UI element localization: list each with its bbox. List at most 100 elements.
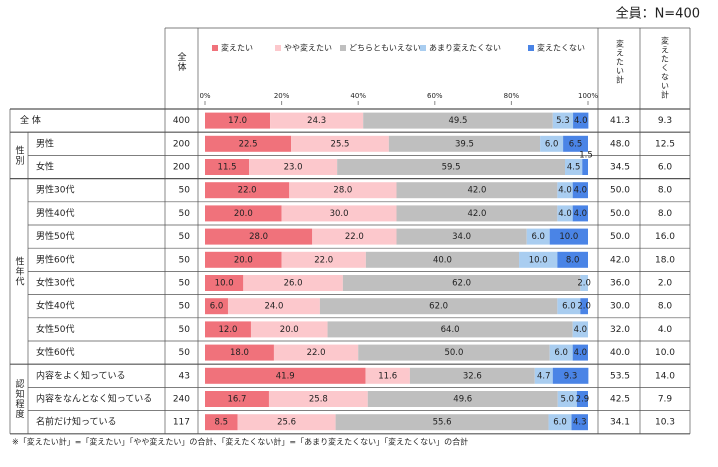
total-value: 10.3 <box>655 418 675 428</box>
bar-value-label: 49.6 <box>453 395 472 405</box>
bar-value-label: 9.3 <box>564 371 578 381</box>
bar-value-label: 32.6 <box>463 371 482 381</box>
bar-segment <box>319 298 558 315</box>
bar-value-label: 6.0 <box>210 302 224 312</box>
n-value: 50 <box>179 209 191 219</box>
bar-value-label: 6.0 <box>562 302 576 312</box>
bar-segment <box>388 135 541 152</box>
bar-value-label: 2.0 <box>577 302 591 312</box>
bar-segment <box>337 159 566 175</box>
bar-segment <box>270 112 364 129</box>
total-header: 変えたい計 <box>616 39 625 85</box>
group-label: 認知程度 <box>14 378 25 419</box>
bar-segment <box>571 414 588 431</box>
bar-segment <box>572 182 588 199</box>
bar-value-label: 62.0 <box>429 302 448 312</box>
bar-value-label: 25.5 <box>331 139 350 149</box>
bar-value-label: 28.0 <box>249 232 268 242</box>
n-value: 240 <box>173 395 190 405</box>
total-value: 10.0 <box>655 348 675 358</box>
total-value: 53.5 <box>610 371 630 381</box>
row-label: 女性30代 <box>36 277 74 289</box>
total-value: 40.0 <box>610 348 630 358</box>
bar-value-label: 4.0 <box>574 348 588 358</box>
bar-segment <box>205 367 366 384</box>
bar-value-label: 23.0 <box>284 163 303 173</box>
bar-segment <box>291 135 389 152</box>
bar-segment <box>268 391 368 407</box>
row-label: 男性 <box>36 137 54 149</box>
bar-segment <box>281 251 366 268</box>
bar-segment <box>289 182 397 199</box>
bar-value-label: 22.0 <box>307 348 326 358</box>
bar-value-label: 24.3 <box>307 116 326 126</box>
bar-segment <box>572 321 588 338</box>
bar-segment <box>534 367 553 384</box>
n-value: 117 <box>173 418 190 428</box>
footnote: ※「変えたい計」=「変えたい」「やや変えたい」の合計、「変えたくない計」=「あま… <box>12 437 468 447</box>
bar-value-label: 42.0 <box>467 209 486 219</box>
bar-value-label: 25.6 <box>277 418 296 428</box>
bar-segment <box>526 228 550 245</box>
bar-value-label: 6.0 <box>554 348 568 358</box>
bar-segment <box>205 344 274 361</box>
bar-segment <box>243 275 343 291</box>
bar-value-label: 26.0 <box>284 279 303 289</box>
bar-segment <box>250 321 328 338</box>
bar-segment <box>205 135 292 152</box>
bar-segment <box>396 205 558 222</box>
bar-segment <box>358 344 550 361</box>
group-label: 性年代 <box>14 255 25 286</box>
bar-value-label: 10.0 <box>529 255 548 265</box>
n-header: 全体 <box>176 51 187 72</box>
bar-segment <box>409 367 535 384</box>
bar-value-label: 42.0 <box>467 186 486 196</box>
total-value: 6.0 <box>658 163 673 173</box>
bar-value-label: 34.0 <box>452 232 471 242</box>
n-value: 50 <box>179 348 191 358</box>
legend-label: やや変えたい <box>284 43 332 53</box>
bar-value-label: 22.5 <box>239 139 258 149</box>
bar-segment <box>396 182 558 199</box>
bar-value-label: 25.8 <box>309 395 328 405</box>
bar-value-label: 6.0 <box>545 139 559 149</box>
group-label: 性別 <box>14 144 25 165</box>
bar-segment <box>205 228 313 245</box>
bar-value-label: 64.0 <box>441 325 460 335</box>
bar-value-label: 22.0 <box>345 232 364 242</box>
bar-value-label: 55.6 <box>433 418 452 428</box>
bar-value-label: 4.0 <box>574 325 588 335</box>
legend-label: 変えたい <box>221 43 253 53</box>
bar-segment <box>396 228 527 245</box>
row-label: 内容をよく知っている <box>36 369 126 381</box>
total-value: 48.0 <box>610 139 630 149</box>
bar-segment <box>552 112 574 129</box>
total-value: 12.5 <box>655 139 675 149</box>
legend-label: 変えたくない <box>537 43 585 53</box>
legend-label: あまり変えたくない <box>429 43 501 53</box>
n-value: 200 <box>173 163 190 173</box>
bar-segment <box>205 112 271 129</box>
bar-value-label: 10.0 <box>215 279 234 289</box>
total-value: 34.5 <box>610 163 630 173</box>
row-label: 女性50代 <box>36 323 74 335</box>
bar-segment <box>580 275 588 291</box>
total-value: 14.0 <box>655 371 675 381</box>
bar-segment <box>367 391 558 407</box>
bar-value-label: 6.5 <box>569 139 583 149</box>
row-label: 男性50代 <box>36 230 74 242</box>
bar-value-label: 11.5 <box>218 163 237 173</box>
n-value: 400 <box>173 116 190 126</box>
bar-segment <box>519 251 558 268</box>
total-value: 42.5 <box>610 395 630 405</box>
bar-segment <box>237 414 336 431</box>
bar-value-label: 22.0 <box>314 255 333 265</box>
bar-value-label: 4.0 <box>574 116 588 126</box>
bar-segment <box>363 112 553 129</box>
legend-swatch <box>420 45 426 51</box>
bar-segment <box>549 228 588 245</box>
row-label: 女性40代 <box>36 300 74 312</box>
bar-segment <box>205 159 250 175</box>
bar-segment <box>557 298 581 315</box>
bar-value-label: 12.0 <box>219 325 238 335</box>
